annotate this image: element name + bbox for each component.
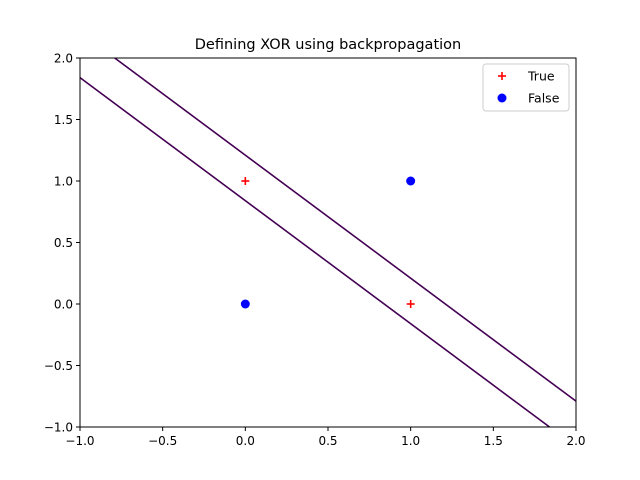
y-tick-label: −1.0 [44,421,73,435]
y-axis: −1.0 −0.5 0.0 0.5 1.0 1.5 2.0 [44,52,80,435]
point-true-2 [406,300,415,308]
boundary-line-1 [114,58,576,402]
legend-label-false: False [528,91,560,106]
legend-marker-false [497,93,507,103]
x-tick-label: 0.0 [236,434,255,448]
x-tick-label: 1.0 [401,434,420,448]
point-false-2 [406,176,416,186]
y-tick-label: −0.5 [44,359,73,373]
plot-area [79,57,577,428]
y-tick-label: 1.0 [54,175,73,189]
x-tick-label: 0.5 [318,434,337,448]
x-tick-label: −1.0 [65,434,94,448]
legend: True False [482,63,570,112]
legend-marker-true [498,72,506,80]
x-axis: −1.0 −0.5 0.0 0.5 1.0 1.5 2.0 [65,427,586,448]
legend-label-true: True [527,69,555,84]
y-tick-label: 0.5 [54,236,73,250]
y-tick-label: 0.0 [54,298,73,312]
boundary-line-2 [80,77,551,427]
point-true-1 [241,177,250,185]
boundary-lines [80,58,576,427]
y-tick-label: 1.5 [54,113,73,127]
x-tick-label: 2.0 [566,434,585,448]
chart-title: Defining XOR using backpropagation [195,37,461,53]
plot-background [80,58,576,427]
point-false-1 [240,299,250,309]
data-points [240,176,416,309]
x-tick-label: 1.5 [484,434,503,448]
x-tick-label: −0.5 [148,434,177,448]
y-tick-label: 2.0 [54,52,73,66]
